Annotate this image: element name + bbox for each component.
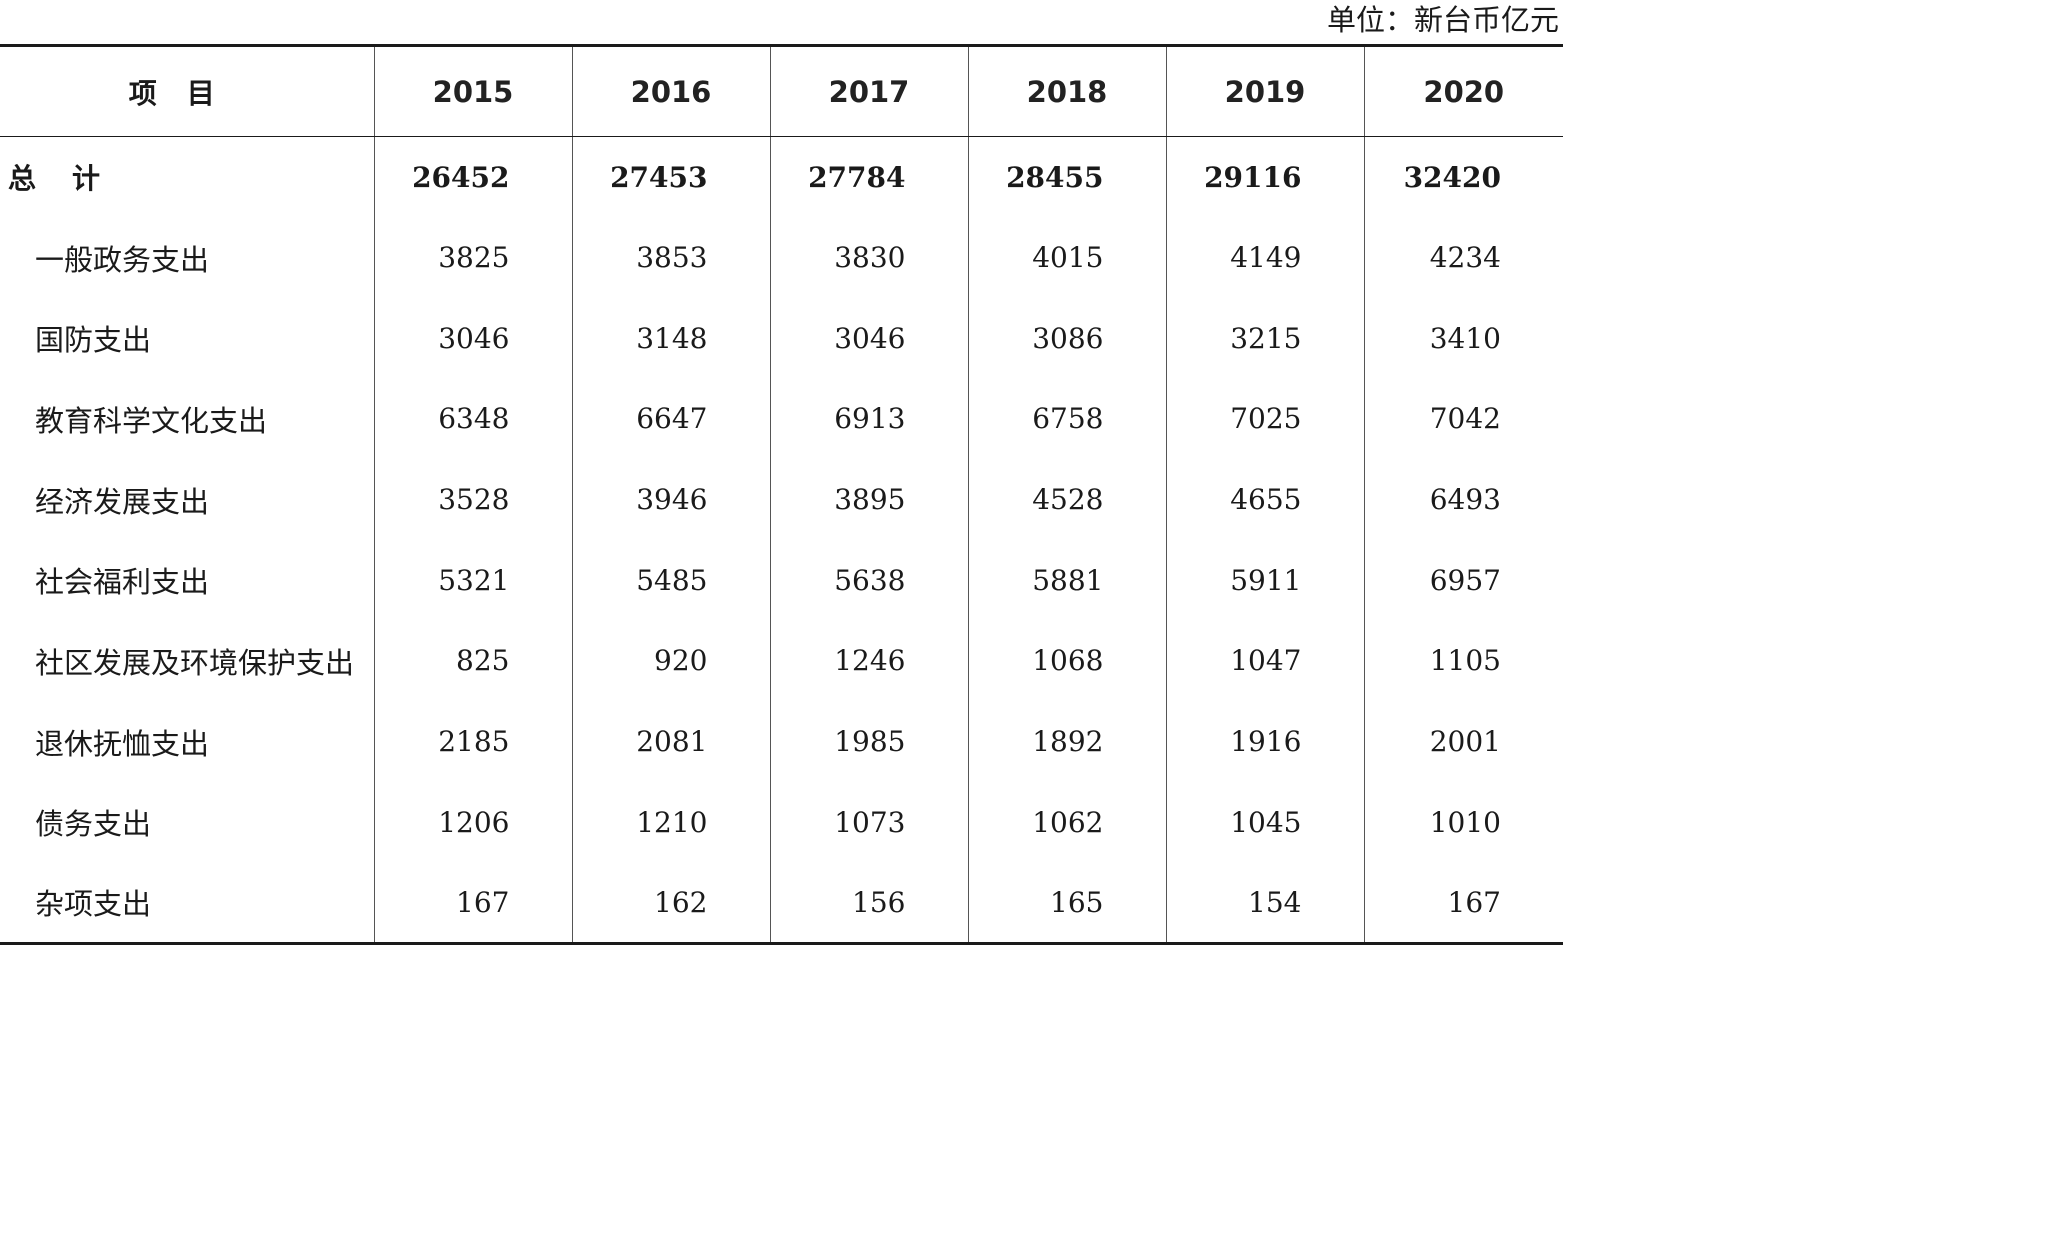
value-cell: 3410: [1363, 297, 1563, 379]
value-cell: 1210: [571, 782, 770, 863]
value-cell: 6913: [769, 378, 968, 460]
value-cell: 1916: [1165, 701, 1364, 782]
value-cell: 5321: [373, 539, 572, 621]
row-label: 社区发展及环境保护支出: [35, 645, 355, 680]
table-row: 一般政务支出 3825 3853 3830 4015 4149 4234: [0, 217, 1563, 298]
expenditure-table: 项目 2015 2016 2017 2018 2019 2020 总计 26452…: [0, 44, 1563, 945]
value-cell: 3895: [769, 459, 968, 540]
value-cell: 3528: [373, 459, 572, 540]
value-cell: 154: [1165, 862, 1364, 945]
value-cell: 1206: [373, 782, 572, 863]
row-label: 经济发展支出: [35, 484, 210, 519]
value-cell: 32420: [1363, 136, 1563, 218]
row-label: 退休抚恤支出: [35, 726, 210, 761]
value-cell: 6758: [967, 378, 1166, 460]
table-header: 项目 2015 2016 2017 2018 2019 2020: [0, 44, 1563, 137]
value-cell: 1246: [769, 620, 968, 702]
year-column-header: 2019: [1165, 44, 1364, 137]
value-cell: 1068: [967, 620, 1166, 702]
value-cell: 825: [373, 620, 572, 702]
value-cell: 5911: [1165, 539, 1364, 621]
value-cell: 3046: [373, 297, 572, 379]
value-cell: 4149: [1165, 217, 1364, 298]
value-cell: 6647: [571, 378, 770, 460]
row-label: 总计: [8, 162, 137, 196]
value-cell: 1985: [769, 701, 968, 782]
value-cell: 26452: [373, 136, 572, 218]
row-label: 社会福利支出: [35, 565, 210, 600]
table-row: 社会福利支出 5321 5485 5638 5881 5911 6957: [0, 539, 1563, 621]
table-row: 债务支出 1206 1210 1073 1062 1045 1010: [0, 782, 1563, 863]
table-row: 经济发展支出 3528 3946 3895 4528 4655 6493: [0, 459, 1563, 540]
year-column-header: 2020: [1363, 44, 1563, 137]
table-row: 社区发展及环境保护支出 825 920 1246 1068 1047 1105: [0, 620, 1563, 702]
value-cell: 27453: [571, 136, 770, 218]
year-column-header: 2018: [967, 44, 1166, 137]
item-column-header: 项目: [0, 44, 374, 137]
table-body: 总计 26452 27453 27784 28455 29116 32420 一般政务支出 38…: [0, 136, 1563, 945]
value-cell: 4234: [1363, 217, 1563, 298]
value-cell: 3148: [571, 297, 770, 379]
value-cell: 28455: [967, 136, 1166, 218]
row-label: 一般政务支出: [35, 242, 210, 277]
value-cell: 27784: [769, 136, 968, 218]
value-cell: 156: [769, 862, 968, 945]
value-cell: 4655: [1165, 459, 1364, 540]
table-row-total: 总计 26452 27453 27784 28455 29116 32420: [0, 136, 1563, 218]
value-cell: 5881: [967, 539, 1166, 621]
value-cell: 167: [373, 862, 572, 945]
value-cell: 5638: [769, 539, 968, 621]
value-cell: 1105: [1363, 620, 1563, 702]
table-row: 杂项支出 167 162 156 165 154 167: [0, 862, 1563, 945]
value-cell: 1010: [1363, 782, 1563, 863]
value-cell: 29116: [1165, 136, 1364, 218]
value-cell: 3086: [967, 297, 1166, 379]
table-row: 退休抚恤支出 2185 2081 1985 1892 1916 2001: [0, 701, 1563, 782]
row-label: 杂项支出: [0, 862, 374, 945]
header-row: 项目 2015 2016 2017 2018 2019 2020: [0, 44, 1563, 137]
value-cell: 6348: [373, 378, 572, 460]
value-cell: 2081: [571, 701, 770, 782]
value-cell: 1047: [1165, 620, 1364, 702]
value-cell: 6493: [1363, 459, 1563, 540]
row-label: 国防支出: [35, 323, 152, 358]
table-row: 国防支出 3046 3148 3046 3086 3215 3410: [0, 297, 1563, 379]
value-cell: 4528: [967, 459, 1166, 540]
value-cell: 165: [967, 862, 1166, 945]
value-cell: 167: [1363, 862, 1563, 945]
value-cell: 2001: [1363, 701, 1563, 782]
value-cell: 1062: [967, 782, 1166, 863]
value-cell: 3046: [769, 297, 968, 379]
value-cell: 3853: [571, 217, 770, 298]
value-cell: 1073: [769, 782, 968, 863]
unit-label: 单位：新台币亿元: [1326, 3, 1559, 37]
value-cell: 4015: [967, 217, 1166, 298]
table-row: 教育科学文化支出 6348 6647 6913 6758 7025 7042: [0, 378, 1563, 460]
value-cell: 162: [571, 862, 770, 945]
value-cell: 6957: [1363, 539, 1563, 621]
value-cell: 3825: [373, 217, 572, 298]
value-cell: 920: [571, 620, 770, 702]
year-column-header: 2015: [373, 44, 572, 137]
value-cell: 1892: [967, 701, 1166, 782]
value-cell: 3215: [1165, 297, 1364, 379]
year-column-header: 2017: [769, 44, 968, 137]
value-cell: 7042: [1363, 378, 1563, 460]
value-cell: 7025: [1165, 378, 1364, 460]
row-label: 教育科学文化支出: [35, 403, 268, 438]
value-cell: 1045: [1165, 782, 1364, 863]
row-label: 债务支出: [35, 807, 152, 842]
value-cell: 3946: [571, 459, 770, 540]
year-column-header: 2016: [571, 44, 770, 137]
value-cell: 2185: [373, 701, 572, 782]
value-cell: 5485: [571, 539, 770, 621]
value-cell: 3830: [769, 217, 968, 298]
